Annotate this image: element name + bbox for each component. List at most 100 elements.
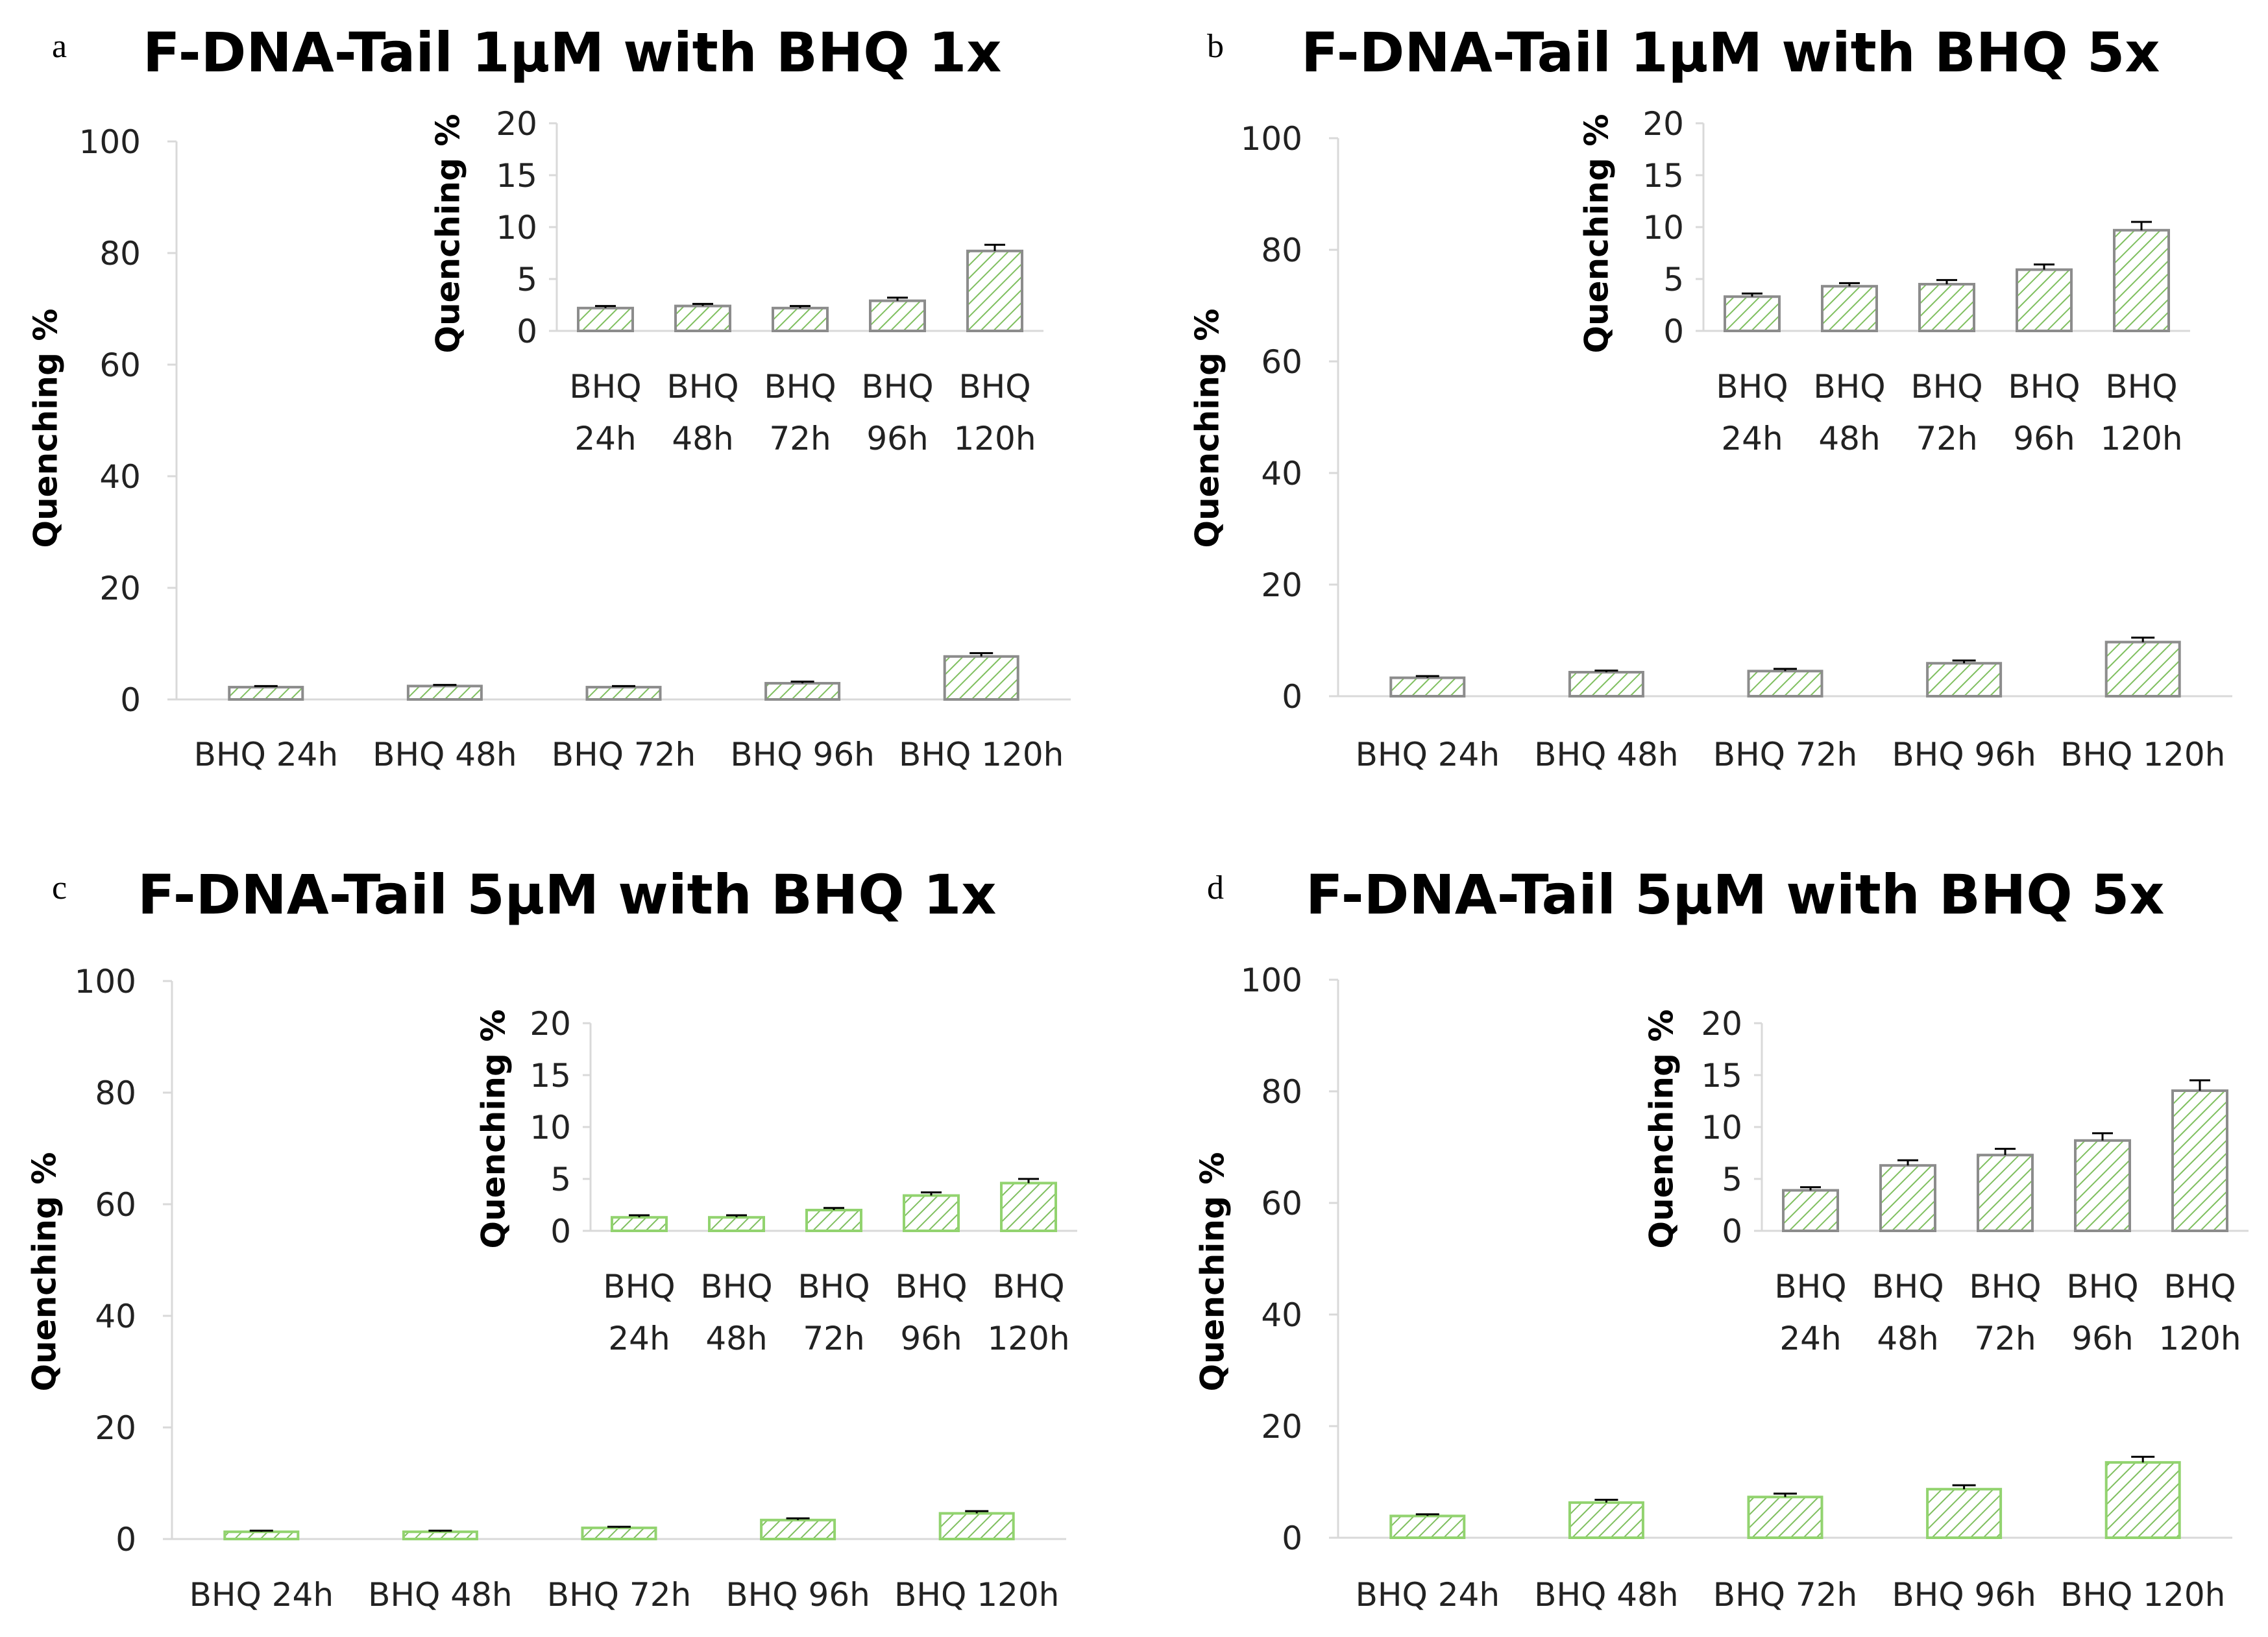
inset-bar-5 — [966, 249, 1023, 332]
x-tick-label: BHQ 96h — [726, 1576, 870, 1614]
inset-y-tick-label: 20 — [1642, 105, 1684, 143]
x-tick-label: BHQ 24h — [1356, 1576, 1500, 1614]
bar-2 — [1568, 1501, 1644, 1540]
inset-chart: 0 5 10 15 20 BHQ 24h BHQ 48h BHQ 72h BHQ 96h BHQ 120h Q… — [1578, 105, 2190, 457]
inset-chart: 0 5 10 15 20 BHQ 24h BHQ 48h BHQ 72h BHQ 96h BHQ 120h Q… — [1643, 1005, 2249, 1357]
inset-y-axis-title: Quenching % — [1578, 114, 1616, 354]
chart-title: F-DNA-Tail 5µM with BHQ 1x — [138, 863, 997, 927]
inset-y-tick-label: 20 — [496, 105, 537, 143]
panel-letter: d — [1207, 869, 1224, 906]
bar-3 — [581, 1526, 657, 1541]
inset-x-tick-label: 48h — [705, 1320, 767, 1357]
inset-bar-4 — [2016, 268, 2073, 333]
panel-d: d F-DNA-Tail 5µM with BHQ 5x020406080100B… — [1194, 863, 2249, 1614]
inset-y-tick-label: 20 — [530, 1005, 571, 1043]
y-tick-label: 60 — [1261, 343, 1302, 381]
inset-x-tick-label: 24h — [574, 420, 636, 457]
inset-x-tick-label: BHQ — [1774, 1268, 1846, 1305]
inset-x-tick-label: BHQ — [2008, 368, 2080, 406]
x-tick-label: BHQ 48h — [372, 736, 517, 773]
inset-x-tick-label: BHQ — [666, 368, 738, 406]
inset-bar-3 — [1977, 1154, 2034, 1232]
panel-letter: a — [52, 28, 67, 65]
inset-x-tick-label: 24h — [1779, 1320, 1841, 1357]
inset-chart: 0 5 10 15 20 BHQ 24h BHQ 48h BHQ 72h BHQ 96h BHQ 120h Q… — [430, 105, 1043, 457]
y-tick-label: 60 — [99, 346, 141, 384]
x-tick-label: BHQ 48h — [368, 1576, 512, 1614]
panel-letter: b — [1207, 28, 1224, 65]
x-tick-label: BHQ 72h — [552, 736, 696, 773]
inset-y-tick-label: 20 — [1701, 1005, 1742, 1043]
y-tick-label: 0 — [1282, 1520, 1302, 1557]
inset-x-tick-label: BHQ — [1969, 1268, 2041, 1305]
bar-5 — [943, 655, 1019, 701]
x-tick-label: BHQ 72h — [547, 1576, 691, 1614]
bar-5 — [2104, 640, 2181, 698]
inset-x-tick-label: 96h — [900, 1320, 962, 1357]
y-axis-title: Quenching % — [1189, 309, 1226, 548]
inset-y-tick-label: 0 — [1722, 1213, 1742, 1250]
inset-x-tick-label: BHQ — [1813, 368, 1885, 406]
y-tick-label: 40 — [1261, 1296, 1302, 1334]
inset-x-tick-label: 96h — [866, 420, 928, 457]
inset-x-tick-label: 96h — [2071, 1320, 2133, 1357]
inset-bar-3 — [1918, 283, 1975, 332]
bar-4 — [760, 1518, 836, 1541]
inset-x-tick-label: BHQ — [603, 1268, 675, 1305]
y-tick-label: 20 — [1261, 1408, 1302, 1446]
bar-4 — [764, 682, 841, 701]
inset-x-tick-label: 24h — [1721, 420, 1783, 457]
inset-y-tick-label: 5 — [1722, 1161, 1742, 1198]
inset-x-tick-label: BHQ — [895, 1268, 967, 1305]
inset-bar-4 — [869, 299, 926, 333]
y-tick-label: 0 — [116, 1521, 136, 1558]
x-tick-label: BHQ 24h — [194, 736, 338, 773]
inset-y-tick-label: 15 — [1642, 157, 1684, 195]
inset-bar-2 — [674, 304, 731, 333]
inset-y-tick-label: 0 — [517, 313, 537, 350]
inset-x-tick-label: 72h — [1916, 420, 1977, 457]
inset-bar-2 — [708, 1216, 765, 1232]
inset-y-tick-label: 10 — [530, 1109, 571, 1146]
inset-y-tick-label: 15 — [496, 157, 537, 195]
inset-x-tick-label: BHQ — [1910, 368, 1982, 406]
x-tick-label: BHQ 72h — [1713, 736, 1857, 773]
inset-x-tick-label: BHQ — [700, 1268, 772, 1305]
inset-x-tick-label: BHQ — [1872, 1268, 1944, 1305]
inset-y-tick-label: 15 — [530, 1057, 571, 1095]
y-tick-label: 20 — [99, 570, 141, 607]
y-tick-label: 0 — [1282, 678, 1302, 716]
inset-bar-1 — [1782, 1189, 1839, 1232]
y-tick-label: 20 — [95, 1409, 136, 1447]
inset-x-tick-label: BHQ — [861, 368, 933, 406]
chart-title: F-DNA-Tail 1µM with BHQ 5x — [1301, 21, 2160, 84]
y-tick-label: 60 — [1261, 1185, 1302, 1222]
inset-bar-5 — [2171, 1089, 2228, 1232]
x-tick-label: BHQ 96h — [1892, 736, 2036, 773]
y-axis-title: Quenching % — [27, 309, 65, 548]
y-axis-title: Quenching % — [1194, 1152, 1232, 1392]
y-tick-label: 60 — [95, 1186, 136, 1224]
y-tick-label: 80 — [1261, 232, 1302, 269]
inset-y-tick-label: 5 — [1663, 261, 1684, 298]
inset-bar-5 — [1000, 1182, 1057, 1233]
y-tick-label: 100 — [1241, 962, 1302, 999]
inset-x-tick-label: BHQ — [1716, 368, 1788, 406]
y-tick-label: 80 — [99, 235, 141, 273]
inset-x-tick-label: BHQ — [569, 368, 641, 406]
inset-bar-2 — [1879, 1164, 1936, 1232]
inset-x-tick-label: 48h — [1818, 420, 1880, 457]
x-tick-label: BHQ 120h — [894, 1576, 1059, 1614]
inset-bar-3 — [772, 306, 829, 332]
inset-x-tick-label: BHQ — [958, 368, 1030, 406]
chart-title: F-DNA-Tail 1µM with BHQ 1x — [143, 21, 1002, 84]
panel-b: b F-DNA-Tail 1µM with BHQ 5x020406080100B… — [1189, 21, 2232, 773]
y-tick-label: 40 — [99, 458, 141, 496]
bar-1 — [223, 1530, 300, 1541]
y-tick-label: 100 — [79, 123, 141, 161]
y-tick-label: 100 — [75, 963, 136, 1000]
inset-chart: 0 5 10 15 20 BHQ 24h BHQ 48h BHQ 72h BHQ 96h BHQ 120h Q… — [475, 1005, 1077, 1357]
y-tick-label: 40 — [95, 1298, 136, 1335]
x-tick-label: BHQ 24h — [1356, 736, 1500, 773]
